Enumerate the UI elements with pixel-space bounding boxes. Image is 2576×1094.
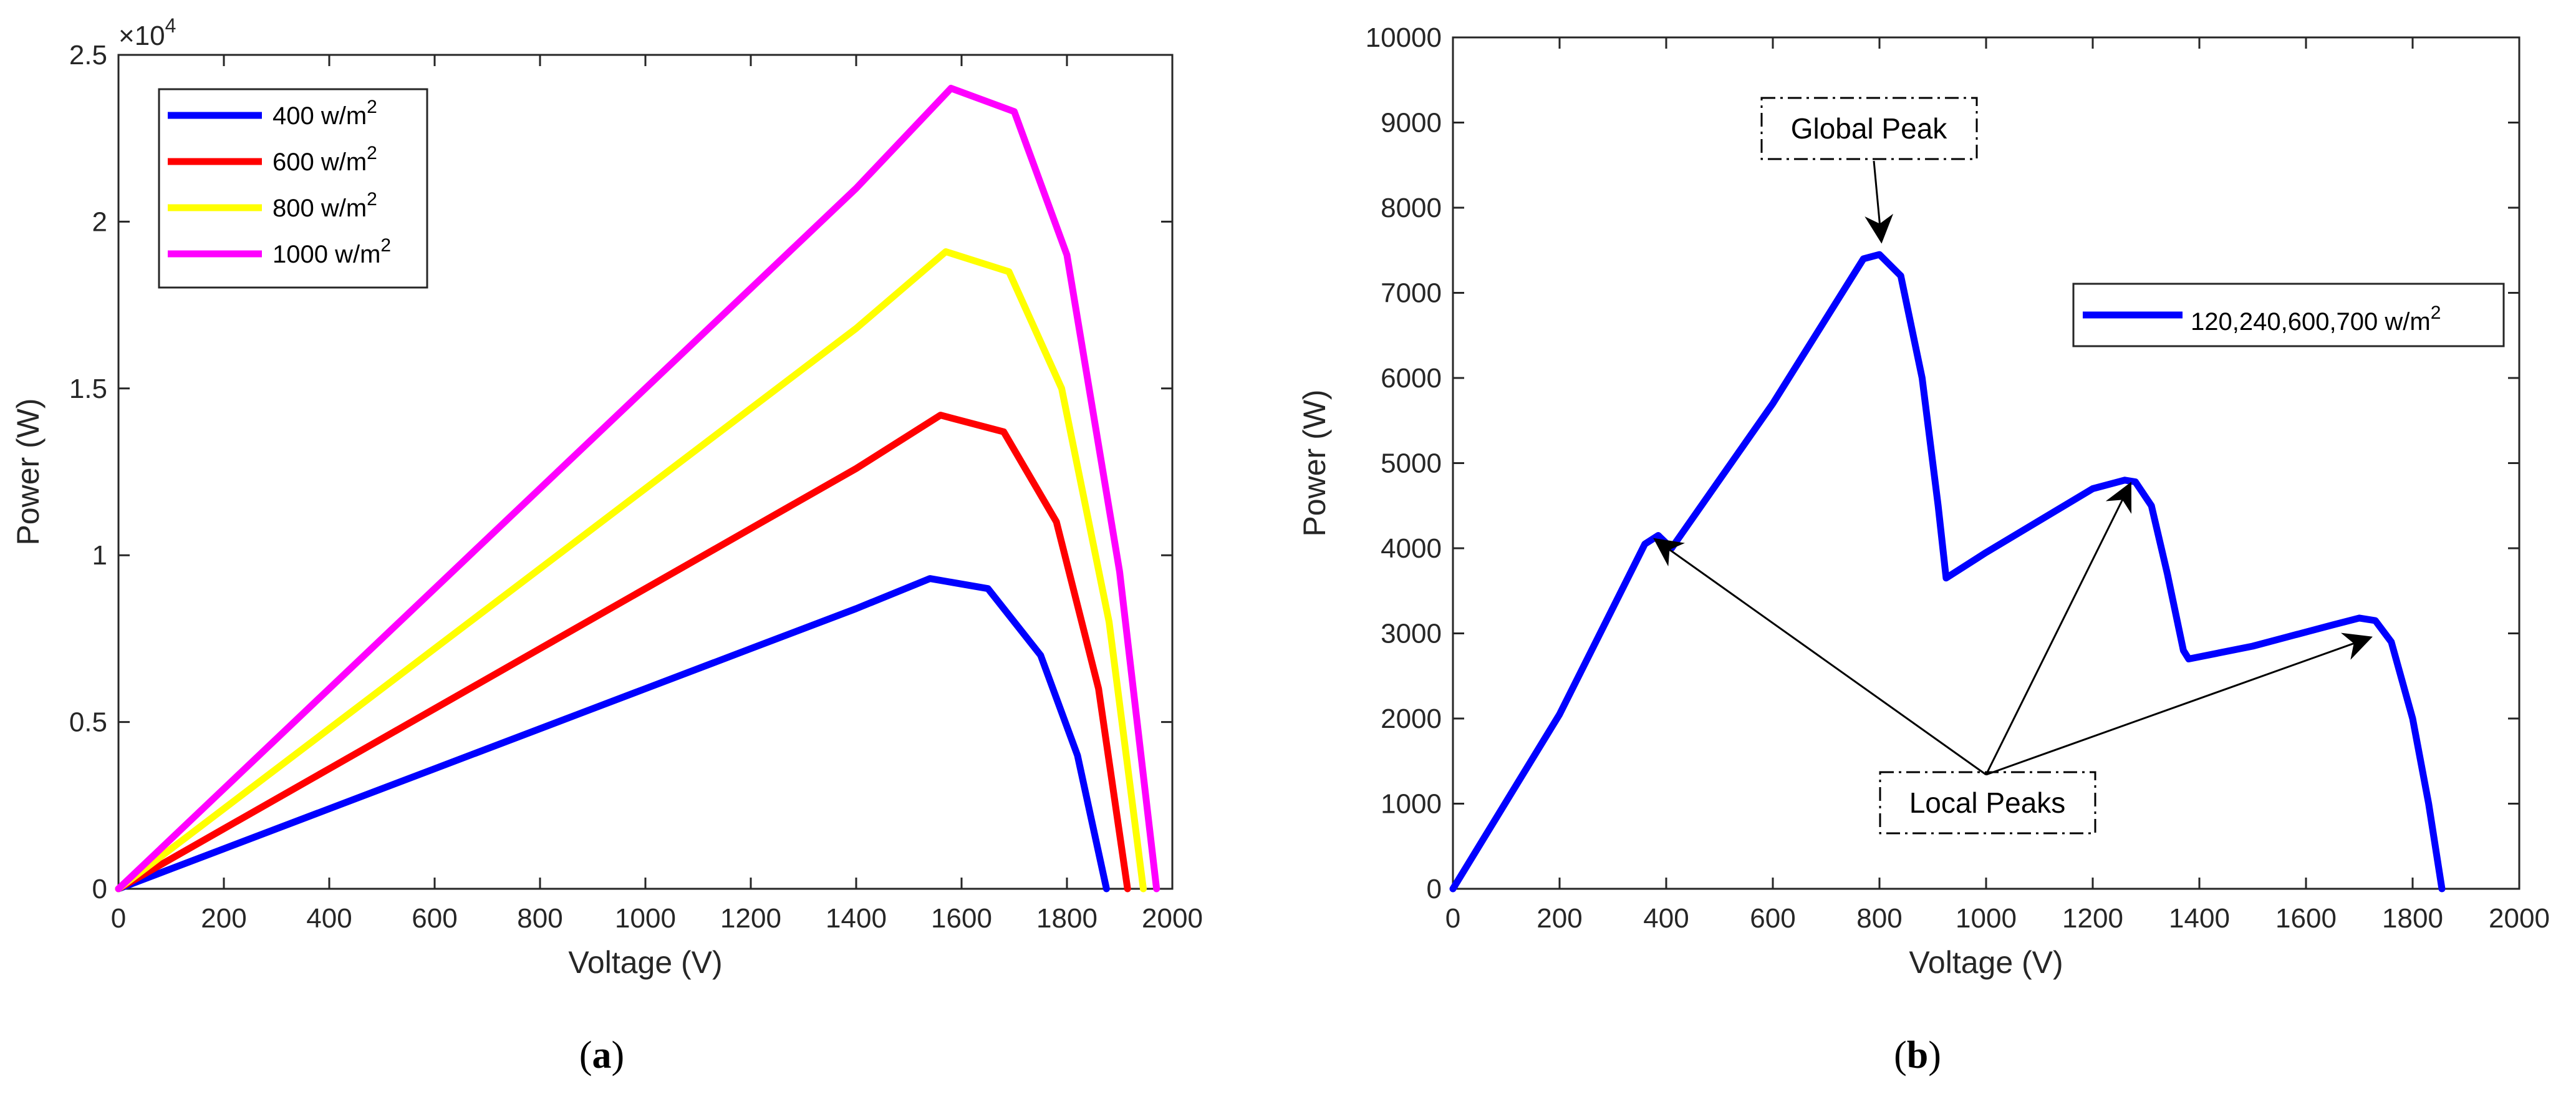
x-tick-label: 1200 — [2062, 903, 2123, 934]
panel-caption-close: ) — [612, 1034, 625, 1077]
series-line — [115, 412, 1131, 893]
y-tick-label: 10000 — [1366, 22, 1442, 53]
y-tick-label: 0 — [92, 874, 107, 904]
x-tick-label: 200 — [201, 903, 246, 934]
arrow-local-peak — [1653, 538, 1987, 776]
panel-b: 0 200 400 600 800 1000 1200 1400 1600 1800 2000 0 10… — [1297, 22, 2550, 1077]
x-tick-label: 200 — [1536, 903, 1582, 934]
annotation-local-peaks: Local Peaks — [1909, 787, 2066, 819]
x-tick-label: 1400 — [2169, 903, 2230, 934]
y-tick-label: 1000 — [1381, 789, 1442, 820]
y-tick-label: 1.5 — [69, 374, 107, 404]
x-tick-label: 2000 — [2489, 903, 2550, 934]
x-tick-label: 600 — [412, 903, 457, 934]
arrow-local-peak — [1985, 632, 2373, 776]
y-tick-label: 2 — [92, 206, 107, 237]
x-tick-label: 1400 — [826, 903, 887, 934]
y-tick-label: 0 — [1427, 874, 1442, 904]
legend-label: 800 w/m2 — [273, 189, 377, 222]
y-axis-label: Power (W) — [11, 398, 46, 545]
panel-caption-close: ) — [1928, 1034, 1941, 1077]
legend-label: 1000 w/m2 — [273, 235, 391, 268]
series-line — [115, 575, 1110, 893]
y-tick-label: 8000 — [1381, 193, 1442, 223]
y-tick-label: 2000 — [1381, 704, 1442, 734]
legend-unit-power: 2 — [380, 235, 391, 256]
legend-label: 600 w/m2 — [273, 143, 377, 176]
y-tick-label: 1 — [92, 540, 107, 571]
y-tick-label: 5000 — [1381, 448, 1442, 479]
panel-caption: (b) — [1894, 1034, 1941, 1077]
panel-a: 0 200 400 600 800 1000 1200 1400 1600 1800 2000 0 0.… — [11, 14, 1203, 1077]
y-exponent-power: 4 — [165, 14, 176, 37]
y-exponent-label: ×104 — [118, 14, 176, 51]
plot-frame — [1452, 36, 2521, 890]
y-tick-label: 3000 — [1381, 619, 1442, 649]
y-tick-label: 4000 — [1381, 533, 1442, 564]
x-tick-label: 800 — [517, 903, 562, 934]
y-tick-label: 9000 — [1381, 108, 1442, 138]
y-axis-label: Power (W) — [1297, 389, 1332, 536]
y-tick-label: 2.5 — [69, 40, 107, 70]
panel-caption: (a) — [579, 1034, 624, 1077]
series-line — [115, 85, 1160, 893]
x-tick-label: 600 — [1750, 903, 1795, 934]
legend-label: 400 w/m2 — [273, 97, 377, 130]
x-tick-label: 1600 — [931, 903, 992, 934]
panel-caption-letter: b — [1907, 1034, 1928, 1077]
legend-unit-power: 2 — [367, 143, 377, 163]
x-tick-label: 1000 — [1956, 903, 2017, 934]
y-tick-label: 6000 — [1381, 363, 1442, 394]
x-tick-label: 1000 — [615, 903, 676, 934]
x-tick-label: 0 — [1445, 903, 1460, 934]
x-tick-label: 1800 — [2382, 903, 2443, 934]
x-tick-label: 0 — [111, 903, 126, 934]
y-tick-label: 7000 — [1381, 278, 1442, 309]
x-tick-label: 1800 — [1036, 903, 1097, 934]
x-axis-label: Voltage (V) — [568, 945, 722, 980]
annotation-box-local-peaks — [1879, 771, 2096, 835]
legend-unit-power: 2 — [2431, 303, 2441, 323]
panel-caption-letter: a — [592, 1034, 612, 1077]
series-line — [115, 248, 1147, 893]
legend-unit-power: 2 — [367, 97, 377, 117]
arrow-local-peak — [1985, 482, 2132, 775]
x-tick-label: 2000 — [1142, 903, 1203, 934]
x-tick-label: 400 — [306, 903, 352, 934]
arrow-global-peak — [1864, 160, 1894, 244]
x-tick-label: 800 — [1856, 903, 1902, 934]
x-axis-label: Voltage (V) — [1909, 945, 2063, 980]
legend-label: 120,240,600,700 w/m2 — [2191, 303, 2441, 336]
y-tick-label: 0.5 — [69, 707, 107, 738]
annotation-box-global-peak — [1760, 97, 1978, 160]
x-tick-label: 1200 — [720, 903, 781, 934]
annotation-global-peak: Global Peak — [1791, 112, 1948, 145]
legend-unit-power: 2 — [367, 189, 377, 210]
x-tick-label: 1600 — [2275, 903, 2337, 934]
x-tick-label: 400 — [1643, 903, 1689, 934]
